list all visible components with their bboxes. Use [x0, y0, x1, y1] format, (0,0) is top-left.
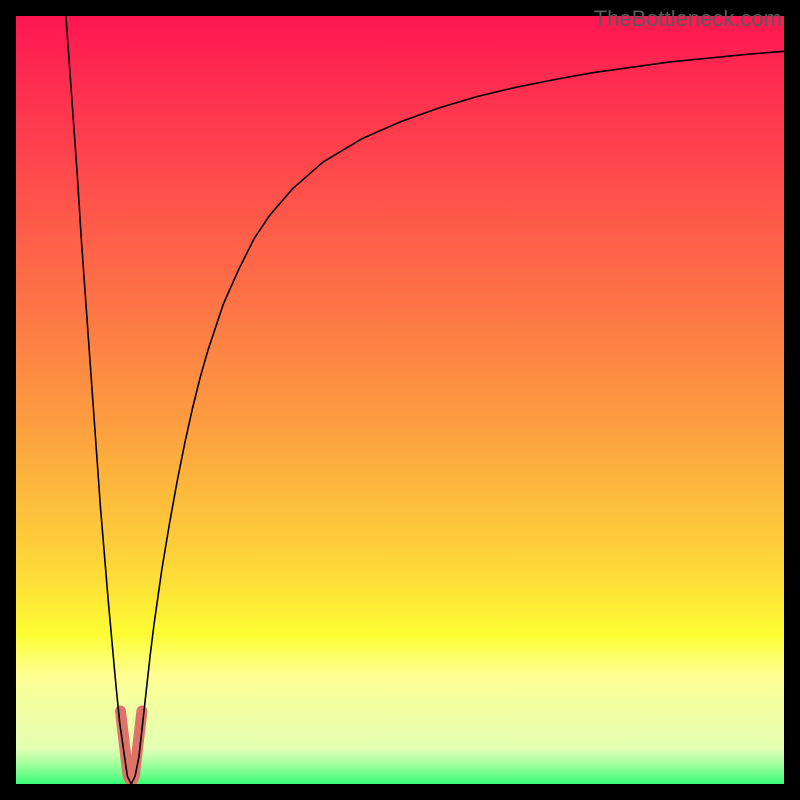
chart-container	[16, 16, 784, 784]
watermark-text: TheBottleneck.com	[594, 6, 782, 32]
chart-background	[16, 16, 784, 784]
bottleneck-chart	[16, 16, 784, 784]
